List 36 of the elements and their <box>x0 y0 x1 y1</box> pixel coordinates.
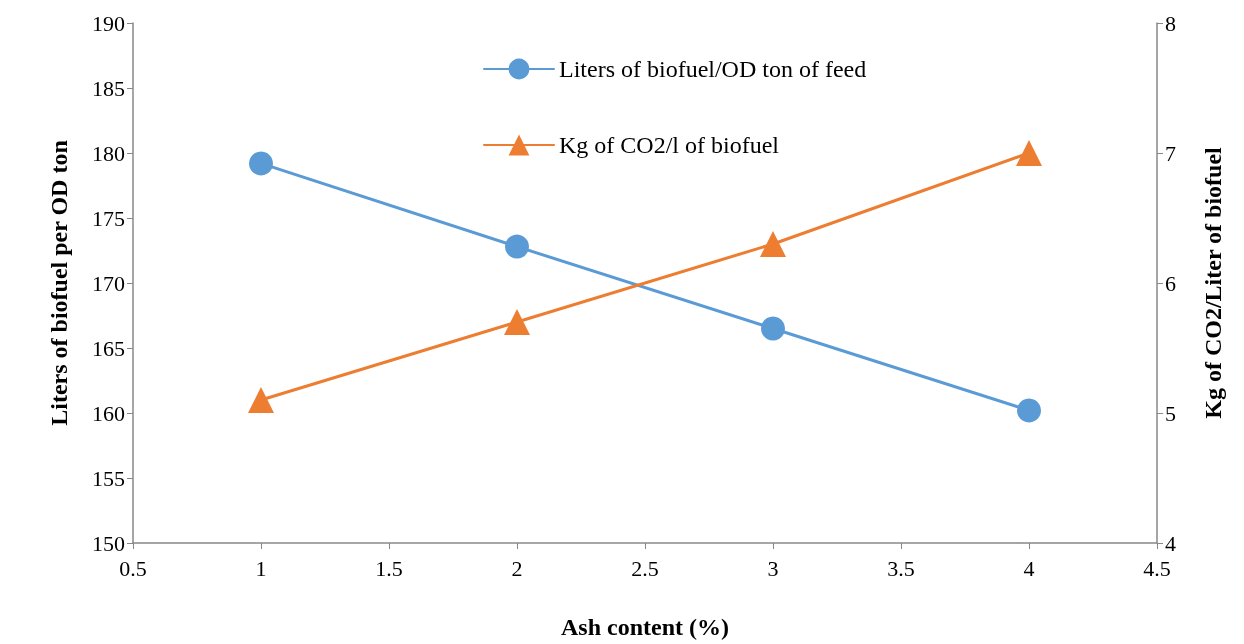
y-tick-label: 175 <box>92 205 125 231</box>
y-axis-title: Liters of biofuel per OD ton <box>46 140 72 426</box>
x-axis-title: Ash content (%) <box>561 614 729 640</box>
point <box>1017 398 1041 423</box>
y2-tick-label: 4 <box>1165 530 1176 556</box>
x-tick-label: 2 <box>511 555 523 581</box>
x-tick-label: 4.5 <box>1143 555 1171 581</box>
x-tick-label: 1.5 <box>375 555 403 581</box>
x-tick-label: 0.5 <box>119 555 147 581</box>
y-tick-label: 170 <box>92 270 125 296</box>
y2-tick-label: 8 <box>1165 10 1176 36</box>
y-tick-label: 190 <box>92 10 125 36</box>
y2-tick-label: 6 <box>1165 270 1176 296</box>
y-tick-label: 150 <box>92 530 125 556</box>
x-tick-label: 3.5 <box>887 555 915 581</box>
y-tick-label: 180 <box>92 140 125 166</box>
y2-tick-label: 5 <box>1165 400 1176 426</box>
point <box>761 316 785 341</box>
y-tick-label: 160 <box>92 400 125 426</box>
legend-label: Liters of biofuel/OD ton of feed <box>559 56 867 82</box>
y-tick-label: 165 <box>92 335 125 361</box>
point <box>760 231 786 257</box>
y2-tick-label: 7 <box>1165 140 1176 166</box>
y-tick-label: 155 <box>92 465 125 491</box>
legend-label: Kg of CO2/l of biofuel <box>559 132 780 158</box>
point <box>248 387 274 413</box>
y-tick-label: 185 <box>92 75 125 101</box>
x-tick-label: 4 <box>1023 555 1035 581</box>
x-tick-label: 2.5 <box>631 555 659 581</box>
y2-axis-title: Kg of CO2/Liter of biofuel <box>1200 146 1226 419</box>
point <box>505 234 529 259</box>
point <box>504 309 530 335</box>
x-tick-label: 3 <box>767 555 779 581</box>
point <box>249 151 273 176</box>
point <box>1016 140 1042 166</box>
x-tick-label: 1 <box>255 555 267 581</box>
